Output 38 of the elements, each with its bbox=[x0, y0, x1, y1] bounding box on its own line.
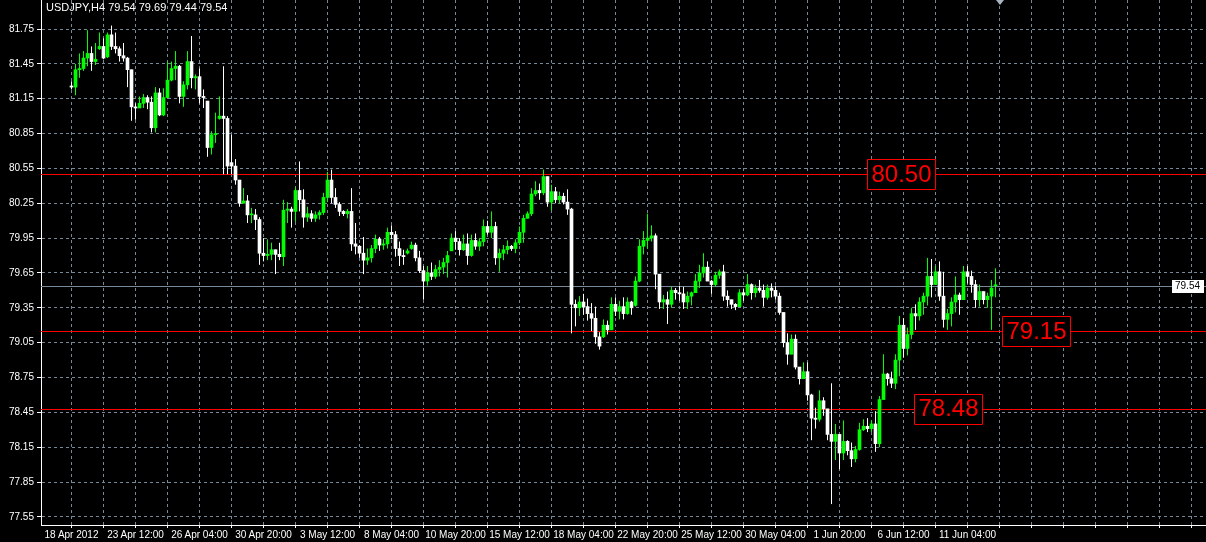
chart-title: USDJPY,H4 79.54 79.69 79.44 79.54 bbox=[46, 0, 228, 13]
y-tick-label: 81.75 bbox=[8, 22, 35, 34]
y-tick-label: 80.85 bbox=[8, 127, 35, 139]
y-tick-label: 80.55 bbox=[8, 162, 35, 174]
y-tick-label: 79.35 bbox=[8, 301, 35, 313]
x-tick-label: 26 Apr 04:00 bbox=[171, 528, 229, 540]
y-tick-label: 80.25 bbox=[8, 197, 35, 209]
ref-line-label: 78.48 bbox=[918, 394, 979, 422]
y-tick-label: 81.45 bbox=[8, 57, 35, 69]
x-tick-label: 8 May 04:00 bbox=[363, 528, 420, 540]
ref-line-label: 79.15 bbox=[1006, 316, 1067, 344]
x-tick-label: 22 May 20:00 bbox=[617, 528, 679, 540]
y-tick-label: 81.15 bbox=[8, 92, 35, 104]
ref-line-label: 79.54 bbox=[1175, 279, 1201, 291]
x-tick-label: 30 May 04:00 bbox=[745, 528, 807, 540]
y-tick-label: 79.95 bbox=[8, 231, 35, 243]
candlestick bbox=[993, 267, 998, 298]
y-tick-label: 78.75 bbox=[8, 371, 35, 383]
x-tick-label: 10 May 20:00 bbox=[425, 528, 487, 540]
candlestick bbox=[617, 300, 622, 320]
x-tick-label: 1 Jun 20:00 bbox=[813, 528, 867, 540]
x-tick-label: 15 May 12:00 bbox=[489, 528, 551, 540]
x-tick-label: 30 Apr 20:00 bbox=[235, 528, 293, 540]
y-tick-label: 79.65 bbox=[8, 266, 35, 278]
x-tick-label: 23 Apr 12:00 bbox=[107, 528, 165, 540]
x-tick-label: 11 Jun 04:00 bbox=[938, 528, 997, 540]
y-tick-label: 78.15 bbox=[8, 440, 35, 452]
x-tick-label: 18 Apr 2012 bbox=[44, 528, 99, 540]
x-tick-label: 6 Jun 12:00 bbox=[877, 528, 931, 540]
y-tick-label: 77.55 bbox=[8, 510, 35, 522]
y-tick-label: 79.05 bbox=[8, 336, 35, 348]
x-tick-label: 18 May 04:00 bbox=[553, 528, 615, 540]
candlestick bbox=[273, 249, 278, 275]
y-tick-label: 77.85 bbox=[8, 475, 35, 487]
x-tick-label: 3 May 12:00 bbox=[299, 528, 356, 540]
ref-line-label: 80.50 bbox=[871, 159, 932, 187]
y-tick-label: 78.45 bbox=[8, 406, 35, 418]
x-tick-label: 25 May 12:00 bbox=[681, 528, 743, 540]
